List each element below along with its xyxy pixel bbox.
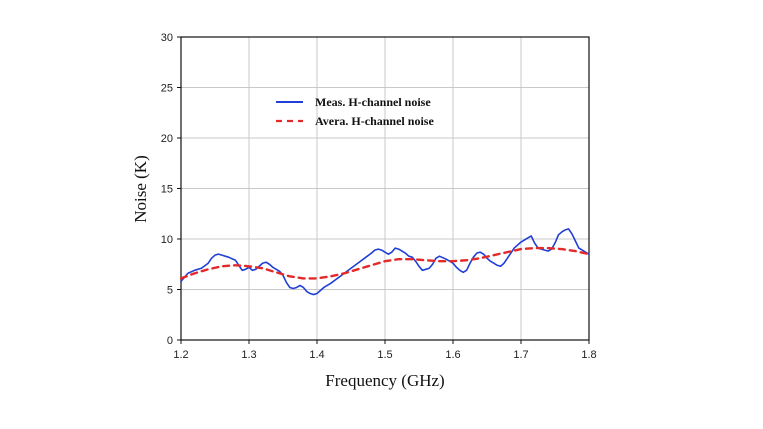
legend-label-measured: Meas. H-channel noise — [315, 95, 431, 109]
y-tick-label: 0 — [167, 335, 173, 347]
x-axis-title: Frequency (GHz) — [325, 371, 444, 390]
x-tick-label: 1.7 — [513, 349, 528, 361]
y-tick-label: 5 — [167, 285, 173, 297]
y-tick-label: 30 — [161, 32, 173, 44]
series-lines — [179, 228, 591, 296]
grid-lines — [181, 37, 589, 340]
x-tick-label: 1.4 — [309, 349, 324, 361]
y-axis-title: Noise (K) — [131, 155, 150, 223]
x-tick-label: 1.3 — [241, 349, 256, 361]
x-tick-label: 1.8 — [581, 349, 596, 361]
y-tick-label: 15 — [161, 184, 173, 196]
legend-label-average: Avera. H-channel noise — [315, 114, 434, 128]
y-axis-ticks: 0 5 10 15 20 25 30 — [161, 32, 181, 347]
y-tick-label: 20 — [161, 133, 173, 145]
y-tick-label: 25 — [161, 83, 173, 95]
x-tick-label: 1.2 — [173, 349, 188, 361]
average-noise-line — [179, 246, 591, 280]
x-tick-label: 1.5 — [377, 349, 392, 361]
x-axis-ticks: 1.2 1.3 1.4 1.5 1.6 1.7 1.8 — [173, 340, 597, 361]
y-tick-label: 10 — [161, 234, 173, 246]
legend: Meas. H-channel noise Avera. H-channel n… — [276, 95, 434, 128]
x-tick-label: 1.6 — [445, 349, 460, 361]
